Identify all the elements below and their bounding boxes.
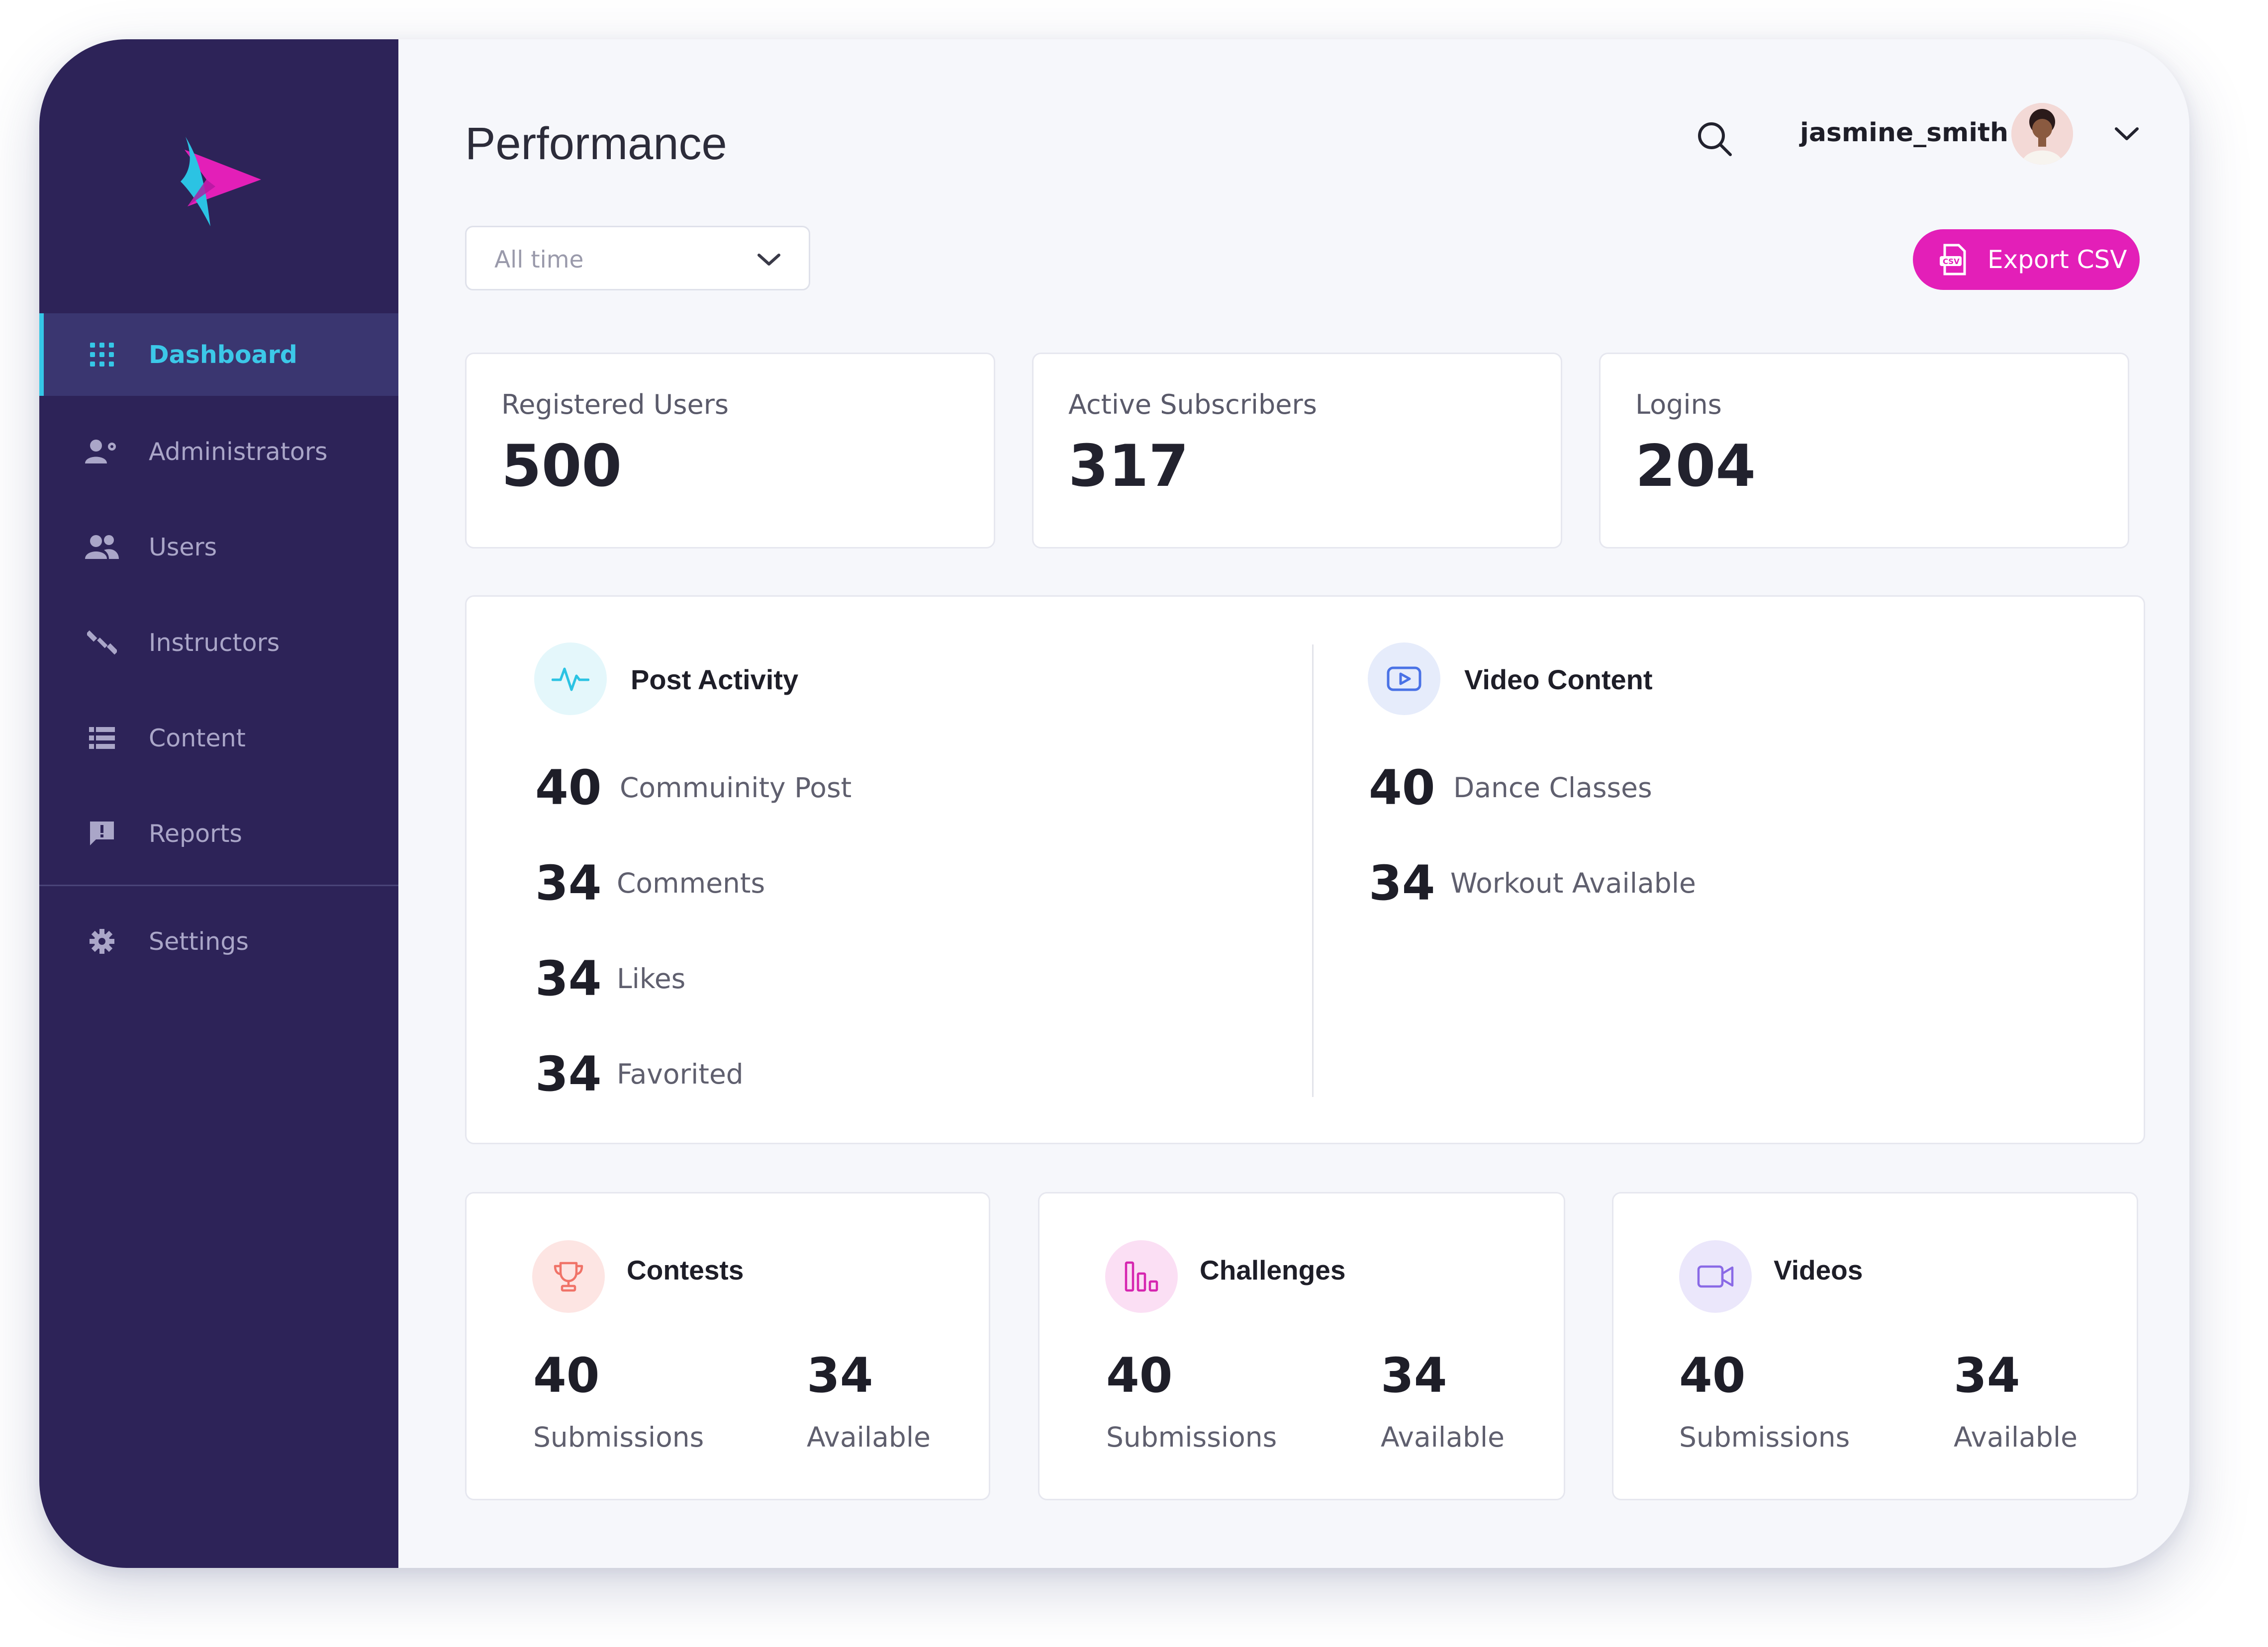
contests-title: Contests [627,1255,744,1285]
post-activity-value: 34 [535,951,602,1006]
post-activity-label: Comments [617,867,765,899]
gear-icon [82,921,122,961]
sidebar-item-label: Dashboard [149,340,297,369]
users-icon [82,527,122,567]
export-csv-button[interactable]: CSV Export CSV [1913,229,2140,290]
sidebar-item-content[interactable]: Content [39,697,398,779]
stat-label: Logins [1635,389,1722,420]
bar-chart-icon [1105,1240,1178,1313]
post-activity-label: Likes [617,963,686,995]
sidebar-item-dashboard[interactable]: Dashboard [39,313,398,396]
chevron-down-icon[interactable] [2109,119,2144,149]
video-content-value: 40 [1369,760,1435,816]
sidebar-item-administrators[interactable]: Administrators [39,410,398,493]
video-content-label: Workout Available [1450,867,1696,899]
available-value: 34 [1381,1348,1447,1403]
time-range-value: All time [494,246,584,274]
csv-file-icon: CSV [1939,243,1971,276]
sidebar-item-label: Administrators [149,437,328,466]
submissions-label: Submissions [533,1421,704,1453]
chevron-down-icon [754,247,784,272]
app-logo[interactable] [171,132,270,231]
available-label: Available [807,1421,931,1453]
stat-value: 317 [1068,433,1189,500]
submissions-value: 40 [1679,1348,1746,1403]
sidebar-item-label: Instructors [149,628,280,657]
stat-value: 500 [501,433,622,500]
dumbbell-icon [82,623,122,662]
sidebar-divider [39,885,398,886]
section-divider [1312,644,1314,1097]
available-label: Available [1381,1421,1505,1453]
challenges-card: Challenges 40 Submissions 34 Available [1038,1192,1565,1500]
activity-card: Post Activity 40 Commuinity Post 34 Comm… [465,595,2145,1144]
sidebar-item-label: Users [149,533,217,561]
post-activity-label: Commuinity Post [620,772,852,804]
post-activity-value: 34 [535,855,602,911]
sidebar-item-reports[interactable]: Reports [39,792,398,875]
sidebar: Dashboard Administrators Users [39,39,398,1568]
challenges-title: Challenges [1200,1255,1346,1285]
available-value: 34 [1954,1348,2020,1403]
main-content: Performance jasmine_smith All time [398,39,2189,1568]
sidebar-item-label: Content [149,724,246,752]
post-activity-label: Favorited [617,1058,744,1090]
videos-card: Videos 40 Submissions 34 Available [1612,1192,2138,1500]
report-icon [82,814,122,853]
grid-icon [82,335,122,374]
contests-card: Contests 40 Submissions 34 Available [465,1192,990,1500]
available-label: Available [1954,1421,2078,1453]
stat-label: Active Subscribers [1068,389,1317,420]
submissions-value: 40 [1106,1348,1173,1403]
sidebar-item-users[interactable]: Users [39,506,398,588]
video-play-icon [1368,642,1440,715]
video-content-label: Dance Classes [1453,772,1652,804]
available-value: 34 [807,1348,873,1403]
post-activity-title: Post Activity [631,664,799,695]
avatar[interactable] [2011,103,2073,165]
post-activity-value: 40 [535,760,602,816]
stat-card-active-subscribers: Active Subscribers 317 [1032,353,1562,549]
username[interactable]: jasmine_smith [1800,118,2008,148]
submissions-label: Submissions [1106,1421,1277,1453]
sidebar-item-label: Settings [149,927,249,956]
videos-title: Videos [1774,1255,1863,1285]
video-content-value: 34 [1369,855,1435,911]
sidebar-item-settings[interactable]: Settings [39,900,398,983]
app-window: Dashboard Administrators Users [39,39,2189,1568]
export-csv-label: Export CSV [1987,245,2127,274]
user-gear-icon [82,432,122,471]
submissions-value: 40 [533,1348,600,1403]
time-range-select[interactable]: All time [465,226,810,290]
video-content-title: Video Content [1464,664,1653,695]
submissions-label: Submissions [1679,1421,1850,1453]
search-icon[interactable] [1695,119,1734,159]
video-camera-icon [1679,1240,1752,1313]
post-activity-value: 34 [535,1046,602,1102]
stat-card-logins: Logins 204 [1599,353,2129,549]
stat-label: Registered Users [501,389,729,420]
pulse-icon [534,642,607,715]
svg-text:CSV: CSV [1943,257,1960,266]
sidebar-item-label: Reports [149,819,242,848]
page-title: Performance [465,118,727,169]
sidebar-item-instructors[interactable]: Instructors [39,601,398,684]
stat-value: 204 [1635,433,1756,500]
trophy-icon [532,1240,605,1313]
list-icon [82,718,122,758]
stat-card-registered-users: Registered Users 500 [465,353,995,549]
